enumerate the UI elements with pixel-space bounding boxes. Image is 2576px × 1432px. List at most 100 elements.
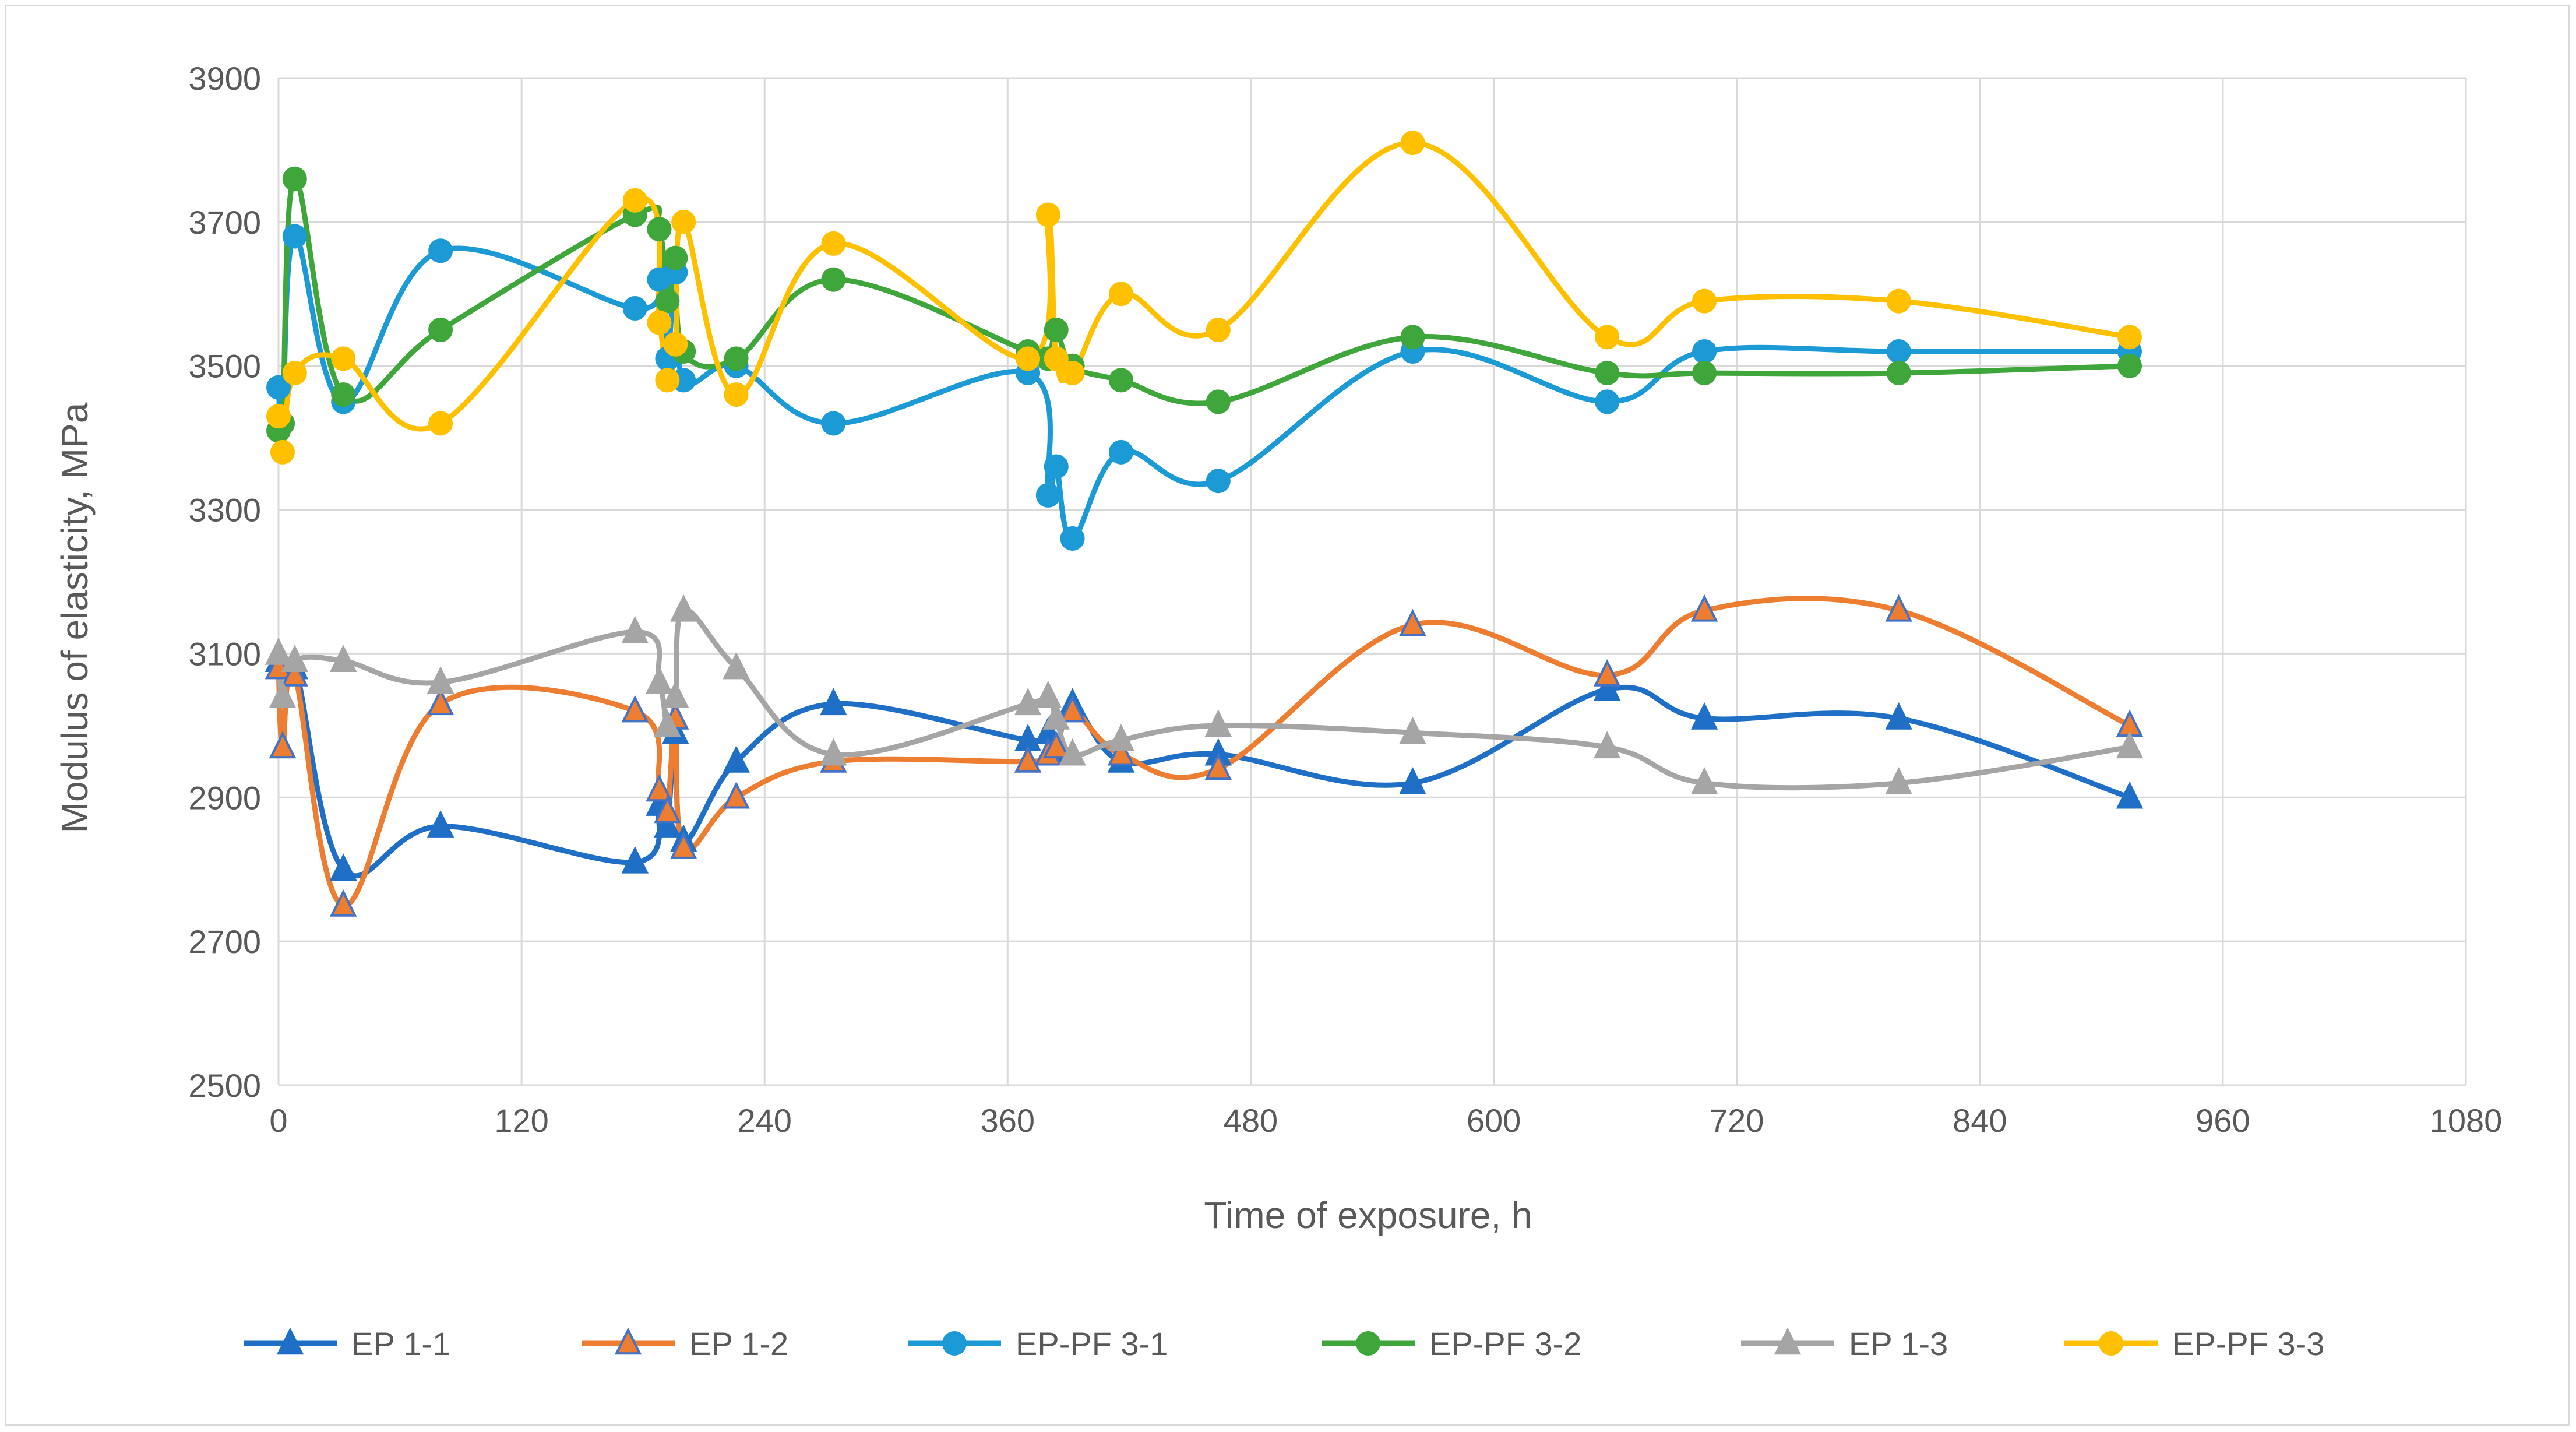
data-point (1886, 339, 1911, 364)
data-point (821, 411, 846, 436)
data-point (1885, 594, 1912, 622)
data-point (1595, 361, 1620, 386)
data-point (820, 688, 847, 716)
data-point (821, 267, 846, 292)
data-point (1042, 702, 1070, 730)
legend-label: EP-PF 3-1 (1016, 1325, 1168, 1362)
legend-label: EP-PF 3-2 (1429, 1325, 1581, 1362)
legend-item: EP-PF 3-3 (2064, 1325, 2324, 1362)
x-tick-label: 720 (1710, 1102, 1764, 1139)
data-point (621, 615, 649, 643)
data-point (1692, 288, 1717, 314)
data-point (1059, 695, 1086, 723)
x-tick-label: 960 (2196, 1102, 2250, 1139)
series-line-ep-pf-3-1 (276, 233, 2133, 541)
x-tick-label: 480 (1224, 1102, 1278, 1139)
x-axis-title: Time of exposure, h (1204, 1194, 1532, 1236)
legend-label: EP 1-3 (1849, 1325, 1948, 1362)
legend-swatch-marker (942, 1331, 967, 1356)
data-point (654, 709, 681, 737)
x-tick-label: 600 (1467, 1102, 1521, 1139)
data-point (654, 796, 681, 824)
data-point (329, 853, 357, 881)
data-point (1042, 731, 1070, 759)
data-point (329, 889, 357, 917)
data-point (1886, 288, 1911, 314)
data-point (1204, 709, 1232, 737)
legend-item: EP 1-1 (244, 1325, 450, 1362)
y-tick-labels: 2500 2700 2900 3100 3300 3500 3700 3900 (188, 60, 261, 1104)
data-point (669, 832, 697, 859)
data-point (1885, 767, 1912, 794)
data-point (820, 738, 847, 766)
data-point (1593, 731, 1621, 759)
data-point (1035, 483, 1060, 508)
legend-label: EP 1-1 (351, 1325, 450, 1362)
data-point (1886, 361, 1911, 386)
data-point (622, 295, 647, 321)
y-tick-label: 2500 (188, 1067, 261, 1104)
series-lines (276, 140, 2133, 908)
data-point (2116, 731, 2144, 759)
data-point (1044, 346, 1069, 371)
data-point (1399, 608, 1426, 636)
y-tick-label: 3300 (188, 492, 261, 529)
legend-label: EP-PF 3-3 (2172, 1325, 2324, 1362)
data-point (1399, 767, 1426, 794)
data-point (1034, 681, 1062, 708)
data-point (1108, 439, 1133, 465)
legend-swatch-marker (1356, 1331, 1380, 1356)
y-tick-label: 2700 (188, 923, 261, 960)
x-tick-label: 360 (981, 1102, 1035, 1139)
vertical-gridlines (277, 78, 2467, 1085)
data-point (1595, 325, 1620, 350)
data-point (428, 411, 453, 436)
x-tick-label: 1080 (2430, 1102, 2503, 1139)
data-point (427, 810, 454, 838)
data-point (1595, 389, 1620, 414)
series-points-ep-1-3 (265, 594, 2144, 794)
data-point (723, 745, 750, 773)
data-point (647, 310, 672, 335)
x-tick-label: 240 (738, 1102, 792, 1139)
data-point (1400, 131, 1425, 156)
data-point (646, 774, 673, 802)
x-tick-label: 840 (1953, 1102, 2007, 1139)
legend-swatch-marker (614, 1327, 642, 1355)
data-point (1107, 724, 1135, 751)
data-point (621, 695, 649, 723)
legend: EP 1-1 EP 1-2 EP-PF 3-1 EP-PF 3-2 EP 1-3 EP-P… (244, 1325, 2324, 1362)
data-point (655, 288, 680, 314)
data-point (1108, 368, 1133, 393)
data-point (1044, 454, 1069, 479)
data-point (723, 781, 750, 809)
data-point (1035, 202, 1060, 227)
data-point (2116, 781, 2144, 809)
y-tick-label: 3900 (188, 60, 261, 97)
data-point (1593, 673, 1621, 701)
data-point (1014, 745, 1042, 773)
data-point (724, 382, 749, 407)
data-point (1690, 767, 1718, 794)
data-point (270, 439, 295, 465)
data-point (1690, 702, 1718, 730)
data-point (427, 666, 454, 694)
data-point (1593, 659, 1621, 687)
data-point (724, 346, 749, 371)
data-point (282, 361, 307, 386)
data-point (269, 731, 297, 759)
data-point (669, 594, 697, 622)
data-point (269, 681, 297, 708)
data-point (671, 209, 696, 234)
data-point (329, 645, 357, 672)
data-point (265, 637, 293, 665)
data-point (281, 659, 309, 687)
data-point (1206, 389, 1231, 414)
series-markers (265, 131, 2144, 917)
legend-item: EP-PF 3-1 (908, 1325, 1168, 1362)
data-point (1060, 526, 1085, 551)
series-points-ep-1-2 (265, 594, 2144, 917)
data-point (428, 318, 453, 342)
data-point (1885, 702, 1912, 730)
